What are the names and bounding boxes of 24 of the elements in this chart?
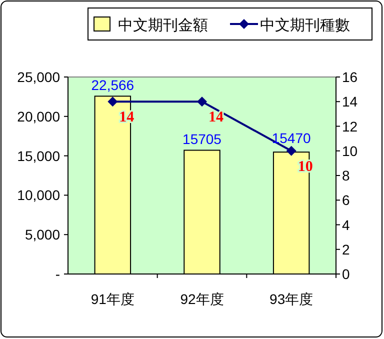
data-label: 15470 xyxy=(272,130,312,146)
data-label: 14 xyxy=(208,110,224,126)
y2-tick-label: 16 xyxy=(342,69,358,85)
y-tick-label: 25,000 xyxy=(17,69,60,85)
y2-tick-label: 2 xyxy=(342,241,350,258)
legend-label: 中文期刊金額 xyxy=(118,16,208,34)
y2-tick-label: 10 xyxy=(342,142,358,159)
y2-tick-label: 12 xyxy=(342,118,358,134)
x-tick-label: 92年度 xyxy=(180,291,224,307)
y-tick-label: - xyxy=(55,266,60,282)
y2-tick-label: 6 xyxy=(342,192,350,208)
y2-tick-label: 8 xyxy=(342,168,350,184)
data-label: 15705 xyxy=(182,131,222,148)
y-tick-label: 5,000 xyxy=(24,226,60,243)
y-tick-label: 15,000 xyxy=(17,148,60,164)
data-label: 22,566 xyxy=(91,77,134,94)
y-tick-label: 10,000 xyxy=(17,187,60,204)
y-tick-label: 20,000 xyxy=(17,108,60,124)
x-tick-label: 93年度 xyxy=(270,291,314,307)
y2-tick-label: 14 xyxy=(342,94,358,110)
legend-label: 中文期刊種數 xyxy=(260,16,350,34)
x-tick-label: 91年度 xyxy=(90,291,134,307)
y2-tick-label: 4 xyxy=(342,216,350,233)
y2-tick-label: 0 xyxy=(342,266,350,282)
